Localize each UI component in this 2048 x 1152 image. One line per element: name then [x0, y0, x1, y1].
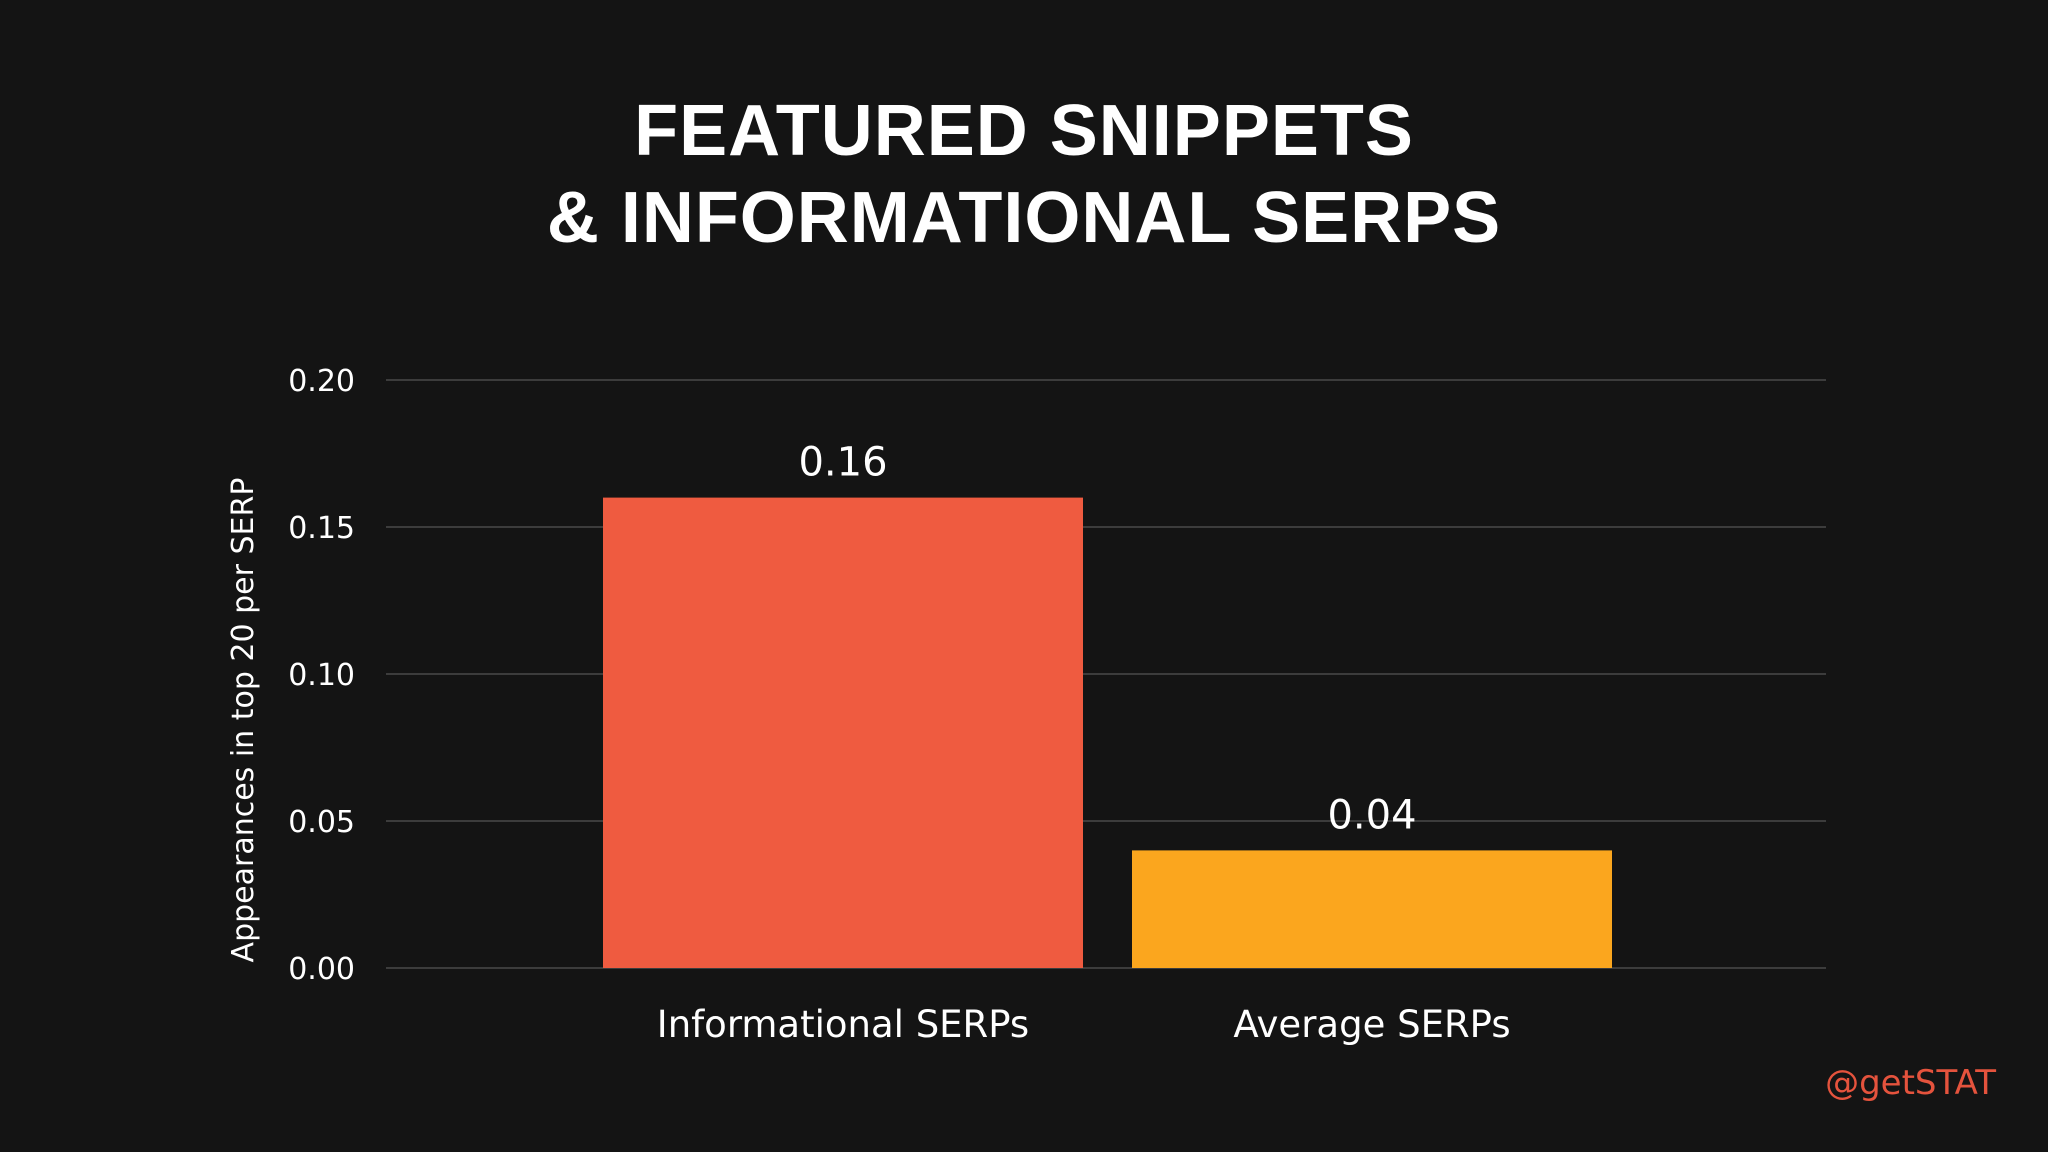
bars [603, 497, 1612, 968]
data-label: 0.04 [1327, 792, 1416, 838]
y-tick-label: 0.05 [288, 805, 355, 840]
data-labels: 0.16 0.04 [798, 440, 1416, 839]
chart-title-line-2: & INFORMATIONAL SERPS [546, 178, 1502, 258]
y-tick-label: 0.15 [288, 511, 355, 546]
data-label: 0.16 [798, 440, 887, 486]
y-tick-label: 0.20 [288, 364, 355, 399]
y-tick-label: 0.10 [288, 658, 355, 693]
y-tick-label: 0.00 [288, 952, 355, 987]
x-tick-labels: Informational SERPs Average SERPs [657, 1003, 1511, 1046]
chart-title-line-1: FEATURED SNIPPETS [634, 91, 1414, 171]
x-tick-label: Informational SERPs [657, 1003, 1029, 1046]
bar-average-serps [1132, 850, 1612, 968]
bar-informational-serps [603, 497, 1083, 968]
brand-watermark: @getSTAT [1825, 1063, 1996, 1103]
y-axis-label: Appearances in top 20 per SERP [226, 478, 261, 963]
x-tick-label: Average SERPs [1233, 1003, 1510, 1046]
y-tick-labels: 0.00 0.05 0.10 0.15 0.20 [288, 364, 355, 987]
